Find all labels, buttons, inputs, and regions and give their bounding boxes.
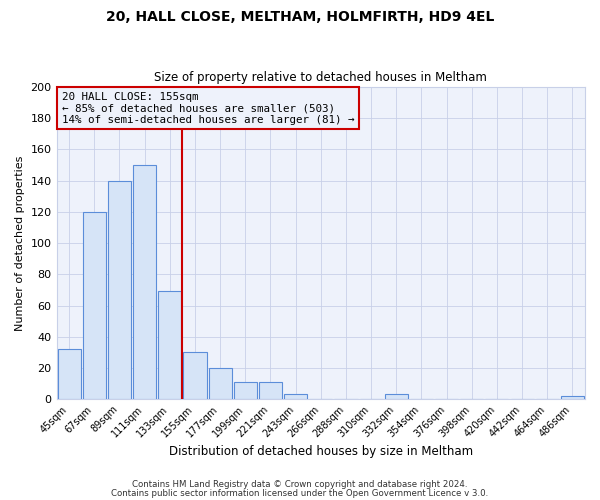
Bar	[259, 382, 282, 399]
Text: 20 HALL CLOSE: 155sqm
← 85% of detached houses are smaller (503)
14% of semi-det: 20 HALL CLOSE: 155sqm ← 85% of detached …	[62, 92, 355, 125]
Bar	[83, 212, 106, 399]
Bar	[158, 292, 181, 399]
Bar	[209, 368, 232, 399]
Y-axis label: Number of detached properties: Number of detached properties	[15, 156, 25, 331]
Bar	[108, 180, 131, 399]
Bar	[284, 394, 307, 399]
Bar	[133, 165, 156, 399]
Title: Size of property relative to detached houses in Meltham: Size of property relative to detached ho…	[154, 72, 487, 85]
Bar	[184, 352, 206, 399]
Text: Contains public sector information licensed under the Open Government Licence v : Contains public sector information licen…	[112, 489, 488, 498]
Text: 20, HALL CLOSE, MELTHAM, HOLMFIRTH, HD9 4EL: 20, HALL CLOSE, MELTHAM, HOLMFIRTH, HD9 …	[106, 10, 494, 24]
Bar	[234, 382, 257, 399]
Bar	[385, 394, 408, 399]
Bar	[58, 349, 80, 399]
Bar	[561, 396, 584, 399]
Text: Contains HM Land Registry data © Crown copyright and database right 2024.: Contains HM Land Registry data © Crown c…	[132, 480, 468, 489]
X-axis label: Distribution of detached houses by size in Meltham: Distribution of detached houses by size …	[169, 444, 473, 458]
